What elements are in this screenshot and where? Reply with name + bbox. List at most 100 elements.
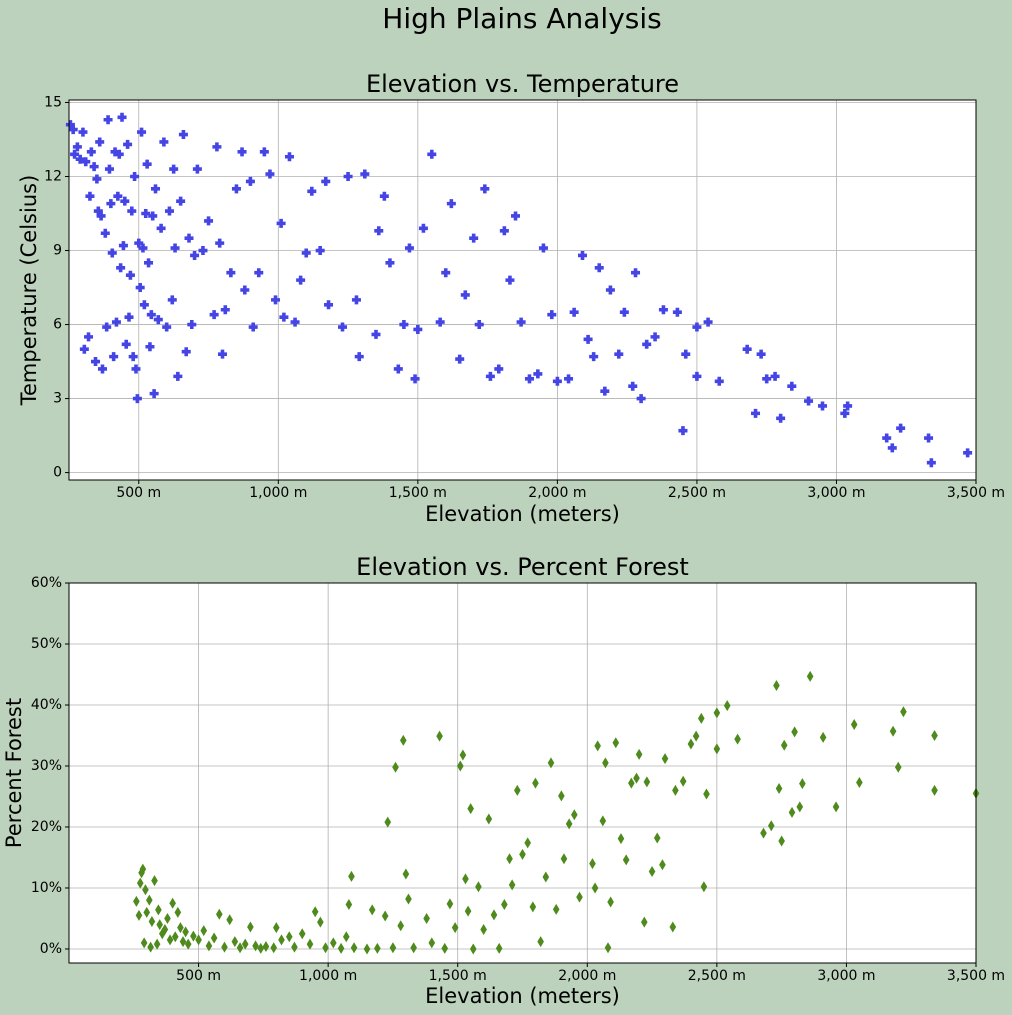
point [633, 772, 640, 784]
point [162, 322, 172, 332]
point [135, 283, 145, 293]
point [147, 941, 154, 953]
point [560, 853, 568, 865]
point [350, 942, 358, 954]
point [594, 263, 604, 273]
point [123, 139, 133, 149]
x-tick-label: 1,000 m [249, 485, 307, 501]
point [226, 268, 236, 278]
point [713, 743, 721, 755]
point [226, 914, 233, 926]
x-tick-label: 2,500 m [688, 968, 746, 984]
point [92, 174, 102, 184]
point [270, 942, 278, 954]
point [840, 408, 850, 418]
point [399, 320, 409, 330]
point [963, 448, 973, 458]
point [262, 941, 270, 953]
point [856, 776, 863, 788]
point [780, 739, 788, 751]
point [385, 258, 395, 268]
y-tick-label: 60% [31, 575, 62, 591]
point [169, 164, 179, 174]
point [926, 458, 936, 468]
point [134, 238, 144, 248]
point [569, 307, 579, 317]
point [700, 881, 708, 893]
point [371, 329, 381, 339]
point [79, 344, 89, 354]
point [516, 317, 526, 327]
point [143, 906, 151, 918]
point [475, 881, 482, 893]
point [459, 749, 467, 761]
point [351, 295, 361, 305]
point [130, 171, 140, 181]
point [171, 931, 179, 943]
point [241, 938, 249, 950]
point [404, 243, 414, 253]
point [221, 941, 228, 953]
chart-title: Elevation vs. Percent Forest [356, 553, 689, 581]
point [887, 443, 897, 453]
point [132, 394, 142, 404]
point [252, 940, 259, 952]
point [494, 364, 504, 374]
point [133, 895, 140, 907]
y-tick-label: 15 [44, 94, 62, 110]
y-tick-label: 30% [31, 758, 62, 774]
point [393, 364, 403, 374]
point [508, 879, 516, 891]
point [125, 270, 135, 280]
point [441, 942, 449, 954]
point [93, 206, 103, 216]
point [257, 942, 265, 954]
point [96, 211, 106, 221]
point [322, 942, 329, 954]
point [692, 730, 700, 742]
point [607, 896, 614, 908]
plot-frame [68, 582, 977, 964]
point [104, 164, 114, 174]
point [669, 921, 677, 933]
point [114, 149, 124, 159]
plot-area [69, 583, 976, 963]
point [215, 238, 225, 248]
point [843, 401, 853, 411]
point [137, 127, 147, 137]
x-tick-label: 2,000 m [528, 485, 586, 501]
point [658, 305, 668, 315]
point [604, 942, 612, 954]
point [348, 870, 355, 882]
point [770, 371, 780, 381]
point [330, 937, 337, 949]
point [788, 806, 796, 818]
point [614, 349, 624, 359]
point [296, 275, 306, 285]
point [499, 226, 509, 236]
point [428, 937, 436, 949]
point [231, 184, 241, 194]
point [173, 371, 183, 381]
point [345, 898, 353, 910]
point [619, 307, 629, 317]
point [91, 357, 101, 367]
point [379, 191, 389, 201]
point [389, 942, 397, 954]
point [538, 243, 548, 253]
point [298, 928, 306, 940]
point [714, 376, 724, 386]
point [65, 120, 75, 130]
point [158, 928, 166, 940]
point [301, 248, 311, 258]
point [107, 248, 117, 258]
point [622, 854, 630, 866]
y-axis-label: Temperature (Celsius) [17, 175, 41, 407]
point [103, 115, 113, 125]
point [259, 147, 269, 157]
point [661, 753, 669, 765]
point [628, 777, 635, 789]
point [342, 931, 350, 943]
point [204, 216, 214, 226]
